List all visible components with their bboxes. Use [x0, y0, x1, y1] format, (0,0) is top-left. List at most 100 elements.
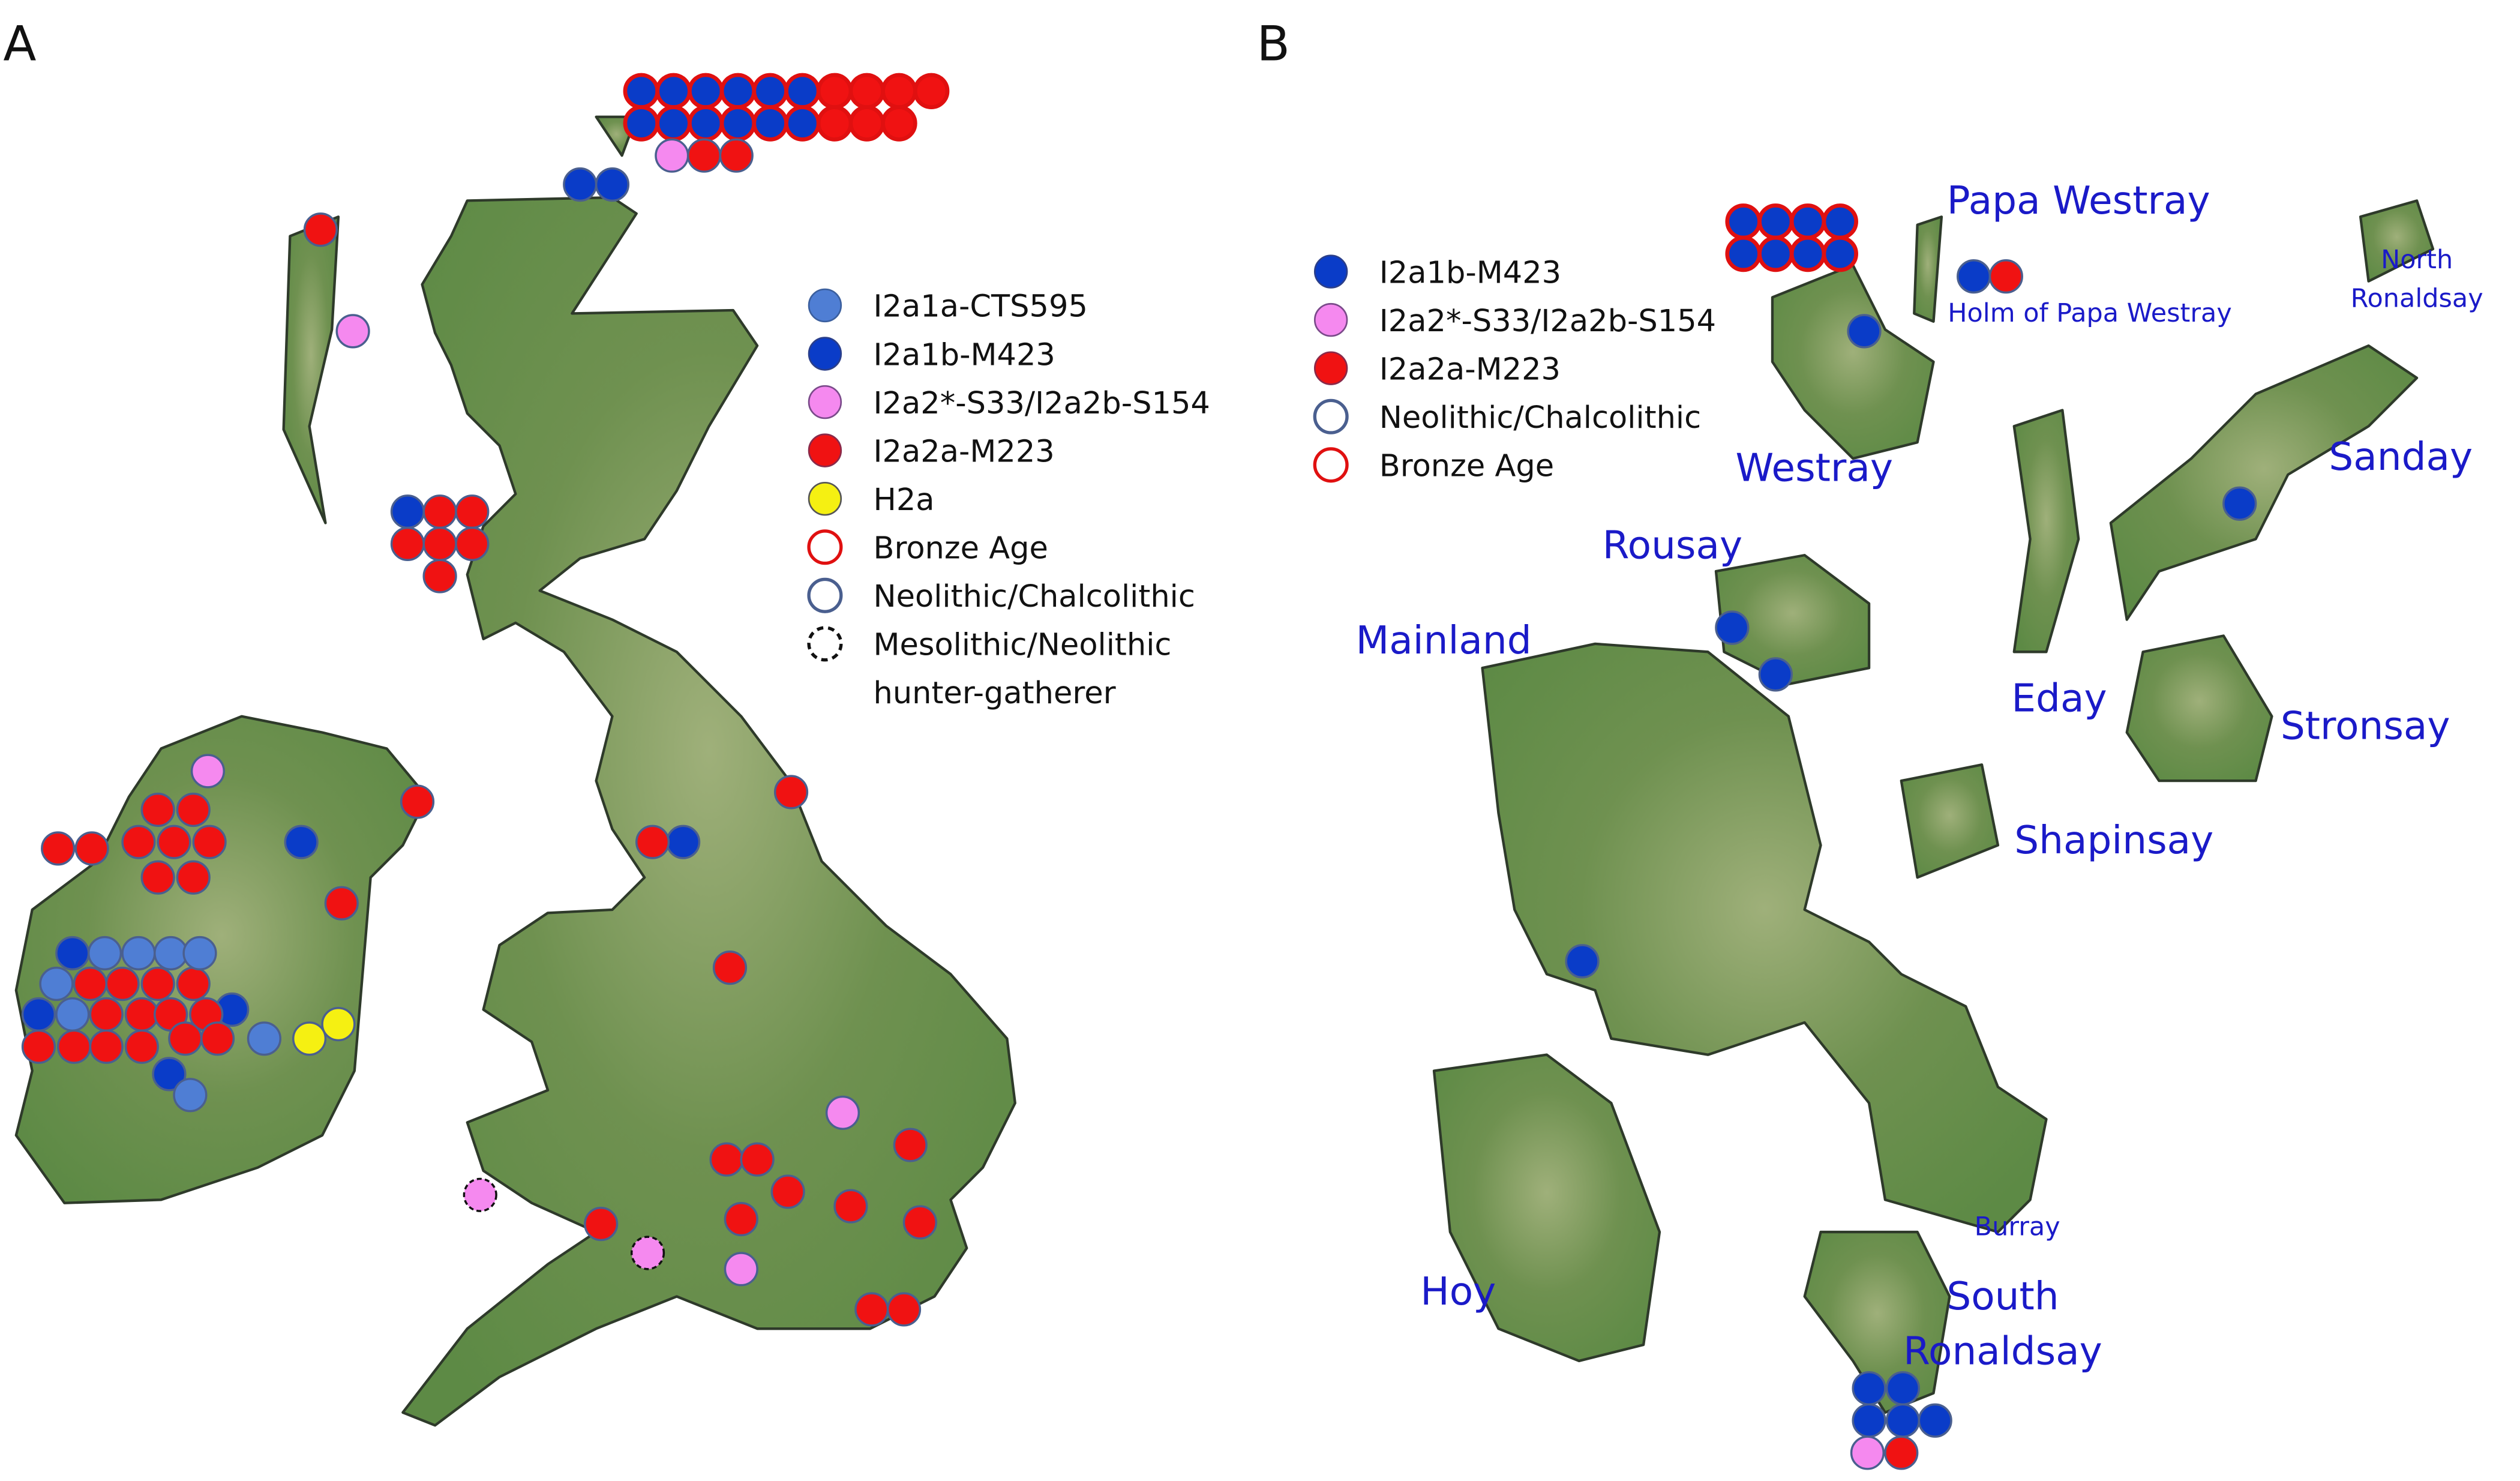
label-line: Sanday [2329, 434, 2473, 479]
sample-dot [182, 936, 217, 971]
sample-dot [284, 825, 319, 859]
sample-dot [1757, 235, 1794, 272]
label-line: Westray [1736, 446, 1894, 491]
label-line: I2a2*-S33/I2a2b-S154 [873, 386, 1210, 421]
great-britain [401, 196, 1016, 1427]
labels: A B I2a1a-CTS595 I2a1b-M423 I2a2*-S33/I2a2b-… [3, 16, 2483, 1374]
sample-dot [455, 494, 490, 529]
westray [1771, 263, 1935, 460]
label-line: Rousay [1603, 523, 1742, 568]
sample-dot [1822, 235, 1858, 272]
shapinsay [1900, 763, 2000, 879]
sample-dot [39, 966, 74, 1002]
sample-dot [1565, 944, 1600, 979]
sample-dot [303, 212, 338, 247]
sample-dot [655, 73, 692, 109]
sample-dot [913, 73, 950, 109]
sample-dot [1852, 1371, 1886, 1406]
sample-dot [463, 1177, 497, 1212]
sample-dot [168, 1021, 203, 1056]
hoy [1432, 1053, 1661, 1363]
legend-marker [808, 337, 842, 371]
sample-dot [173, 1078, 208, 1113]
legend-marker [807, 529, 843, 565]
sample-dot [190, 754, 226, 789]
sample-dot [176, 792, 211, 828]
sample-dot [623, 73, 660, 109]
sample-dot [89, 1029, 124, 1064]
sample-dot [124, 997, 159, 1032]
sample-dot [422, 494, 457, 529]
sample-dot [724, 1201, 758, 1237]
label-line: Ronaldsay [1903, 1329, 2102, 1374]
sample-dot [724, 1252, 758, 1287]
sample-dot [73, 966, 107, 1002]
legend-marker [1313, 254, 1348, 289]
sample-dot [770, 1174, 805, 1209]
label-line: I2a2a-M223 [1379, 352, 1561, 387]
sample-dot [390, 526, 425, 561]
legend-marker [1313, 351, 1348, 385]
sample-dot [1957, 259, 1991, 294]
sample-dot [55, 936, 90, 971]
sample-dot [56, 1029, 92, 1064]
legend-marker [807, 577, 843, 613]
sample-dot [140, 860, 175, 895]
label-line: Mainland [1356, 618, 1532, 663]
legend-marker [807, 626, 843, 662]
label-line: I2a1b-M423 [1379, 255, 1561, 290]
sample-dot [752, 73, 788, 109]
sample-dot [881, 73, 917, 109]
hebrides [282, 215, 340, 524]
sample-dot [121, 936, 156, 971]
legend-marker [1313, 398, 1349, 434]
label-line: Mesolithic/Neolithic [873, 628, 1171, 663]
sample-dot [422, 559, 457, 593]
label-line: I2a1a-CTS595 [873, 289, 1087, 325]
sample-dot [1918, 1403, 1952, 1438]
sample-dot [563, 167, 598, 202]
sample-dot [1725, 235, 1762, 272]
sample-dot [784, 105, 821, 142]
sample-dot [455, 526, 490, 561]
label-line: I2a2a-M223 [873, 434, 1054, 469]
sample-dot [688, 73, 724, 109]
sample-dot [192, 825, 227, 859]
sample-dot [1789, 235, 1826, 272]
sample-dot [87, 936, 122, 971]
sample-dot [1758, 657, 1793, 692]
sample-dot [89, 997, 124, 1032]
sample-dot [21, 1029, 56, 1064]
papa-westray [1913, 215, 1943, 323]
sample-dot [688, 105, 724, 142]
sample-dot [655, 138, 689, 173]
map-a-land [14, 115, 1016, 1427]
label-line: Papa Westray [1947, 178, 2210, 223]
label-line: Stronsay [2281, 703, 2450, 748]
sample-dot [1847, 314, 1882, 349]
mainland [1481, 642, 2048, 1234]
sample-dot [833, 1189, 868, 1224]
sample-dot [400, 784, 435, 819]
legend-marker [808, 385, 842, 419]
sample-dot [1789, 203, 1826, 240]
sample-dots [21, 73, 2257, 1470]
sample-dot [140, 792, 175, 828]
legend-marker [808, 433, 842, 467]
label-line: H2a [873, 482, 934, 518]
sample-dot [816, 73, 853, 109]
sample-dot [292, 1021, 327, 1056]
sample-dot [124, 1029, 159, 1064]
sample-dot [773, 775, 809, 810]
sample-dot [630, 1236, 665, 1270]
label-line: Ronaldsay [2351, 284, 2483, 314]
sample-dot [816, 105, 853, 142]
sample-dot [902, 1205, 937, 1240]
sample-dot [854, 1292, 889, 1327]
label-line: Hoy [1420, 1269, 1496, 1314]
sample-dot [584, 1207, 619, 1242]
legend-marker [1313, 447, 1349, 483]
sample-dot [324, 886, 359, 921]
